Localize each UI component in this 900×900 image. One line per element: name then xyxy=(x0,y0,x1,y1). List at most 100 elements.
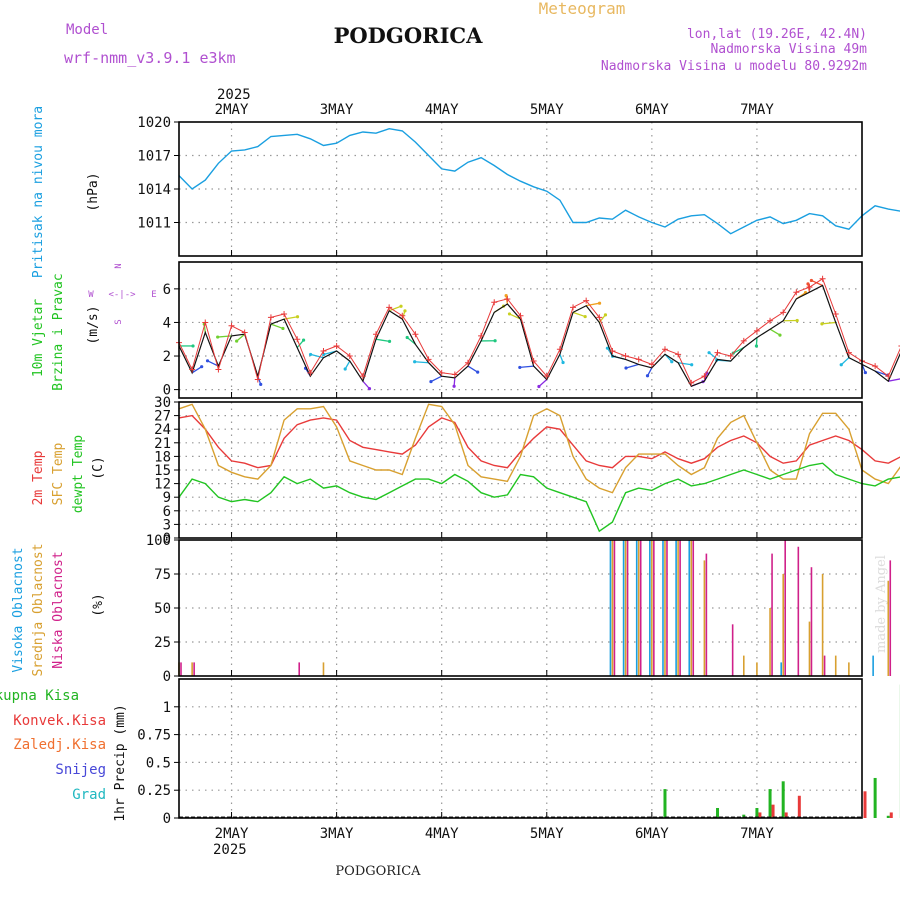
precip-bar-1-45 xyxy=(771,804,775,818)
cloud-high-label: Visoka Oblacnost xyxy=(11,547,26,672)
watermark: made by Angel xyxy=(874,555,889,653)
wind-arrow-20 xyxy=(430,375,442,383)
bottom-day-label-2: 4MAY xyxy=(425,826,459,842)
wind-arrowhead-41 xyxy=(707,351,711,355)
compass-rose: N W E S <-|-> xyxy=(88,263,156,324)
precip-snow-label: Snijeg xyxy=(55,762,106,778)
wind-gust-marker-49 xyxy=(819,275,826,282)
cloud-mid-label: Srednja Oblacnost xyxy=(31,543,46,676)
precip-total-label: Ukupna Kisa xyxy=(0,688,79,704)
wind-arrow-18 xyxy=(406,336,416,345)
ytick-temperature-9: 27 xyxy=(154,409,171,425)
wind-arrow-22 xyxy=(467,365,479,373)
frame-temperature xyxy=(178,401,863,539)
precip-bar-0-37 xyxy=(663,789,667,818)
wind-gust-marker-37 xyxy=(661,346,668,353)
wind-arrowhead-11 xyxy=(308,352,313,357)
wind-gust-marker-23 xyxy=(478,332,485,339)
wind-arrowhead-50 xyxy=(820,322,824,326)
precip-bar-0-54 xyxy=(886,815,890,818)
model-label: Model xyxy=(66,22,108,38)
top-day-label-4: 6MAY xyxy=(635,102,669,118)
wind-arrow-7 xyxy=(270,323,284,330)
wind-arrow-9 xyxy=(296,339,305,349)
top-day-label-2: 4MAY xyxy=(425,102,459,118)
wind-gust-marker-20 xyxy=(438,369,445,376)
ytick-temperature-7: 21 xyxy=(154,436,171,452)
ytick-precip-3: 0.75 xyxy=(137,728,171,744)
wind-arrowhead-4 xyxy=(216,335,220,339)
wind-gust-marker-38 xyxy=(675,351,682,358)
wind-arrowhead-0 xyxy=(191,344,195,348)
bottom-year-label: 2025 xyxy=(213,842,247,858)
wind-arrowhead-15 xyxy=(387,339,392,344)
precip-bar-1-47 xyxy=(797,795,801,818)
temp-sfc-label: SFC Temp xyxy=(51,443,66,506)
wind-arrow-38 xyxy=(678,362,692,366)
wind-gust-marker-26 xyxy=(517,312,524,319)
wind-label-2: Brzina i Pravac xyxy=(51,273,66,390)
ytick-pressure-0: 1011 xyxy=(137,216,171,232)
top-year-label: 2025 xyxy=(217,87,251,103)
frame-wind xyxy=(178,261,863,399)
wind-arrow-50 xyxy=(821,321,836,325)
wind-gust-marker-47 xyxy=(793,289,800,296)
pressure-label: Pritisak na nivou mora xyxy=(31,106,46,278)
wind-arrow-41 xyxy=(708,352,718,360)
temp-2m-label: 2m Temp xyxy=(31,450,46,505)
precip-bar-1-46 xyxy=(784,812,788,818)
wind-arrow-45 xyxy=(769,328,781,336)
ytick-temperature-0: 0 xyxy=(163,531,171,547)
top-day-label-0: 2MAY xyxy=(215,102,249,118)
wind-arrowhead-44 xyxy=(754,344,759,348)
temp-dewpt-label: dewpt Temp xyxy=(71,435,86,513)
precip-bar-0-46 xyxy=(781,781,785,818)
wind-gust-marker-39 xyxy=(688,379,695,386)
wind-label: 10m Vjetar xyxy=(31,299,46,377)
wind-arrowhead-37 xyxy=(670,360,674,364)
cloud-unit: (%) xyxy=(91,593,106,616)
wind-arrow-43 xyxy=(732,347,745,354)
wind-arrowhead-14 xyxy=(367,387,372,391)
wind-arrowhead-33 xyxy=(605,346,610,350)
wind-gust-marker-55 xyxy=(898,345,900,347)
wind-gust-marker-4 xyxy=(228,322,235,329)
wind-arrowhead-48 xyxy=(806,282,810,286)
top-day-label-5: 7MAY xyxy=(740,102,774,118)
wind-arrowhead-9 xyxy=(301,338,306,342)
meteogram-label: Meteogram xyxy=(539,0,626,18)
precip-frozen-label: Zaledj.Kisa xyxy=(13,737,106,753)
bottom-day-label-3: 5MAY xyxy=(530,826,564,842)
wind-arrowhead-51 xyxy=(839,363,843,367)
wind-gust-marker-6 xyxy=(254,376,261,383)
wind-gust-marker-13 xyxy=(346,353,353,360)
frame-clouds xyxy=(178,539,863,677)
ytick-precip-2: 0.5 xyxy=(146,755,171,771)
ytick-clouds-0: 0 xyxy=(163,669,171,685)
ytick-precip-1: 0.25 xyxy=(137,783,171,799)
panel-precip: 0 0.25 0.5 0.75 1 xyxy=(137,678,900,827)
wind-arrow-1 xyxy=(191,366,203,374)
panel-clouds: 0 25 50 75 100 xyxy=(146,533,892,685)
wind-gust-marker-53 xyxy=(872,363,879,370)
cloud-low-label: Niska Oblacnost xyxy=(51,551,66,668)
wind-arrow-30 xyxy=(572,311,586,318)
wind-gust-marker-40 xyxy=(701,373,708,380)
precip-graupel-label: Grad xyxy=(72,787,106,803)
ytick-precip-4: 1 xyxy=(163,700,171,716)
wind-arrow-15 xyxy=(375,338,390,343)
wind-arrow-28 xyxy=(538,379,548,387)
wind-arrowhead-13 xyxy=(343,367,347,371)
precip-bar-0-53 xyxy=(873,777,877,818)
bottom-day-label-0: 2MAY xyxy=(215,826,249,842)
wind-gust-marker-18 xyxy=(412,331,419,338)
series-pressure-0 xyxy=(178,127,900,235)
wind-arrowhead-32 xyxy=(603,313,608,317)
ytick-precip-0: 0 xyxy=(163,811,171,827)
wind-gust-marker-29 xyxy=(556,346,563,353)
ytick-temperature-5: 15 xyxy=(154,463,171,479)
ytick-wind-2: 4 xyxy=(163,315,171,331)
wind-arrow-16 xyxy=(388,305,402,312)
compass-south: S xyxy=(114,319,124,324)
wind-arrowhead-22 xyxy=(476,370,480,374)
